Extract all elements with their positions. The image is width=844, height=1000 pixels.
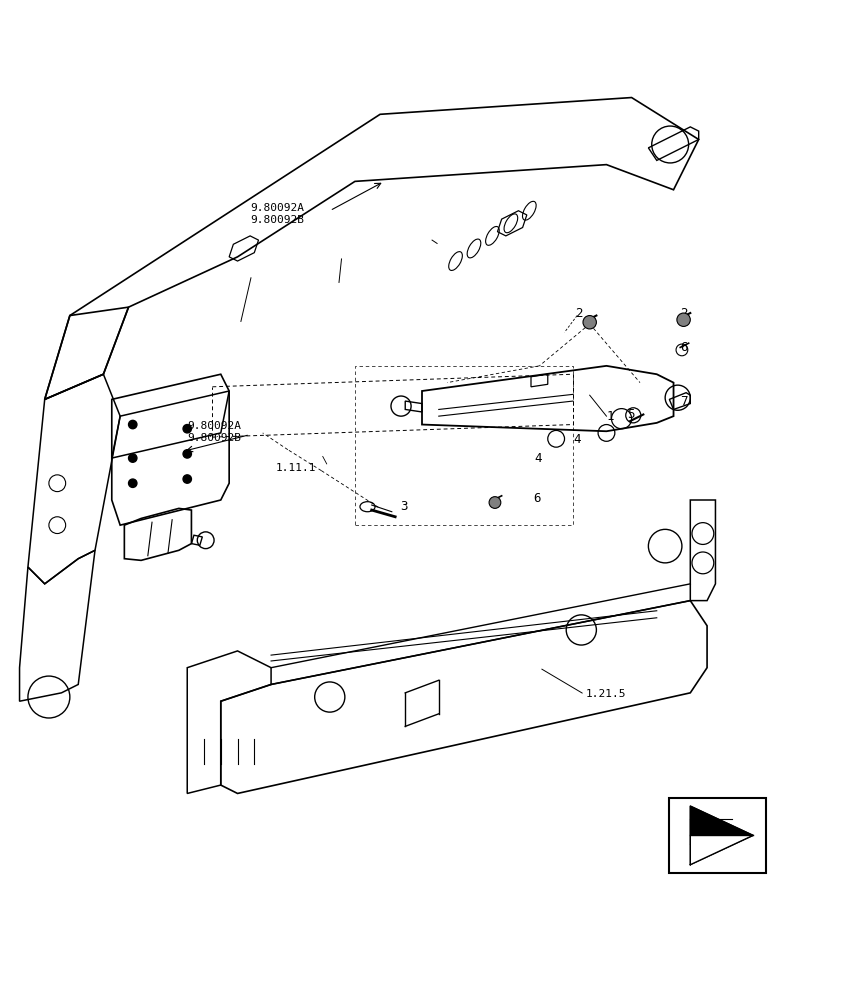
Text: 6: 6 bbox=[533, 492, 541, 505]
Text: 2: 2 bbox=[680, 307, 688, 320]
Text: 2: 2 bbox=[576, 307, 583, 320]
Polygon shape bbox=[690, 835, 753, 865]
Circle shape bbox=[677, 313, 690, 326]
Text: 3: 3 bbox=[400, 500, 408, 513]
Circle shape bbox=[183, 425, 192, 433]
Circle shape bbox=[183, 450, 192, 458]
Circle shape bbox=[489, 497, 500, 508]
Bar bbox=[669, 798, 766, 873]
Text: 6: 6 bbox=[680, 341, 688, 354]
Circle shape bbox=[583, 316, 597, 329]
Text: 7: 7 bbox=[680, 395, 688, 408]
Text: 9.80092B: 9.80092B bbox=[187, 433, 241, 443]
Text: 1.21.5: 1.21.5 bbox=[586, 689, 626, 699]
Circle shape bbox=[128, 420, 137, 429]
Text: 1.11.1: 1.11.1 bbox=[275, 463, 316, 473]
Text: 5: 5 bbox=[627, 408, 635, 421]
Text: 9.80092B: 9.80092B bbox=[250, 215, 304, 225]
Circle shape bbox=[128, 479, 137, 487]
Text: 9.80092A: 9.80092A bbox=[187, 421, 241, 431]
Text: 4: 4 bbox=[574, 433, 582, 446]
Text: 1: 1 bbox=[607, 410, 614, 423]
Text: 4: 4 bbox=[534, 452, 542, 465]
Circle shape bbox=[128, 454, 137, 462]
Polygon shape bbox=[690, 806, 753, 865]
Text: 9.80092A: 9.80092A bbox=[250, 203, 304, 213]
Circle shape bbox=[183, 475, 192, 483]
